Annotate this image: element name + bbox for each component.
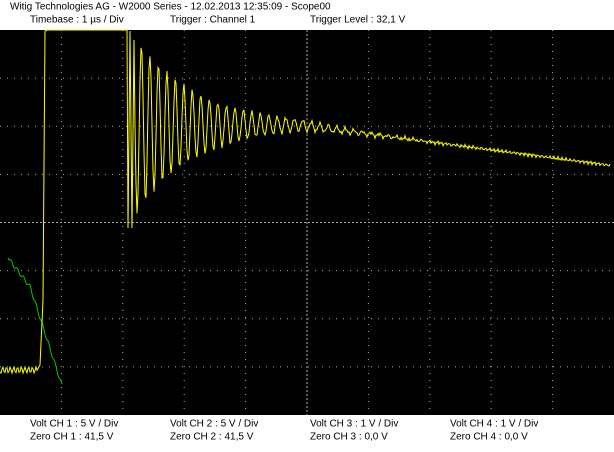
timebase: Timebase : 1 µs / Div — [30, 15, 124, 26]
zero-label: Zero CH 4 : 0,0 V — [450, 432, 528, 443]
trigger: Trigger : Channel 1 — [170, 15, 256, 26]
channel-1-trace — [0, 29, 611, 375]
zero-label: Zero CH 3 : 0,0 V — [310, 432, 388, 443]
zero-label: Zero CH 1 : 41,5 V — [30, 432, 114, 443]
volt-label: Volt CH 1 : 5 V / Div — [30, 419, 118, 430]
title: Witig Technologies AG - W2000 Series - 1… — [10, 2, 331, 13]
volt-label: Volt CH 2 : 5 V / Div — [170, 419, 258, 430]
grid — [0, 30, 614, 415]
zero-label: Zero CH 2 : 41,5 V — [170, 432, 254, 443]
trigger-level: Trigger Level : 32,1 V — [310, 15, 406, 26]
footer: Volt CH 1 : 5 V / Div Zero CH 1 : 41,5 V V… — [30, 419, 538, 443]
channel-2-trace — [7, 257, 63, 385]
volt-label: Volt CH 3 : 1 V / Div — [310, 419, 398, 430]
volt-label: Volt CH 4 : 1 V / Div — [450, 419, 538, 430]
